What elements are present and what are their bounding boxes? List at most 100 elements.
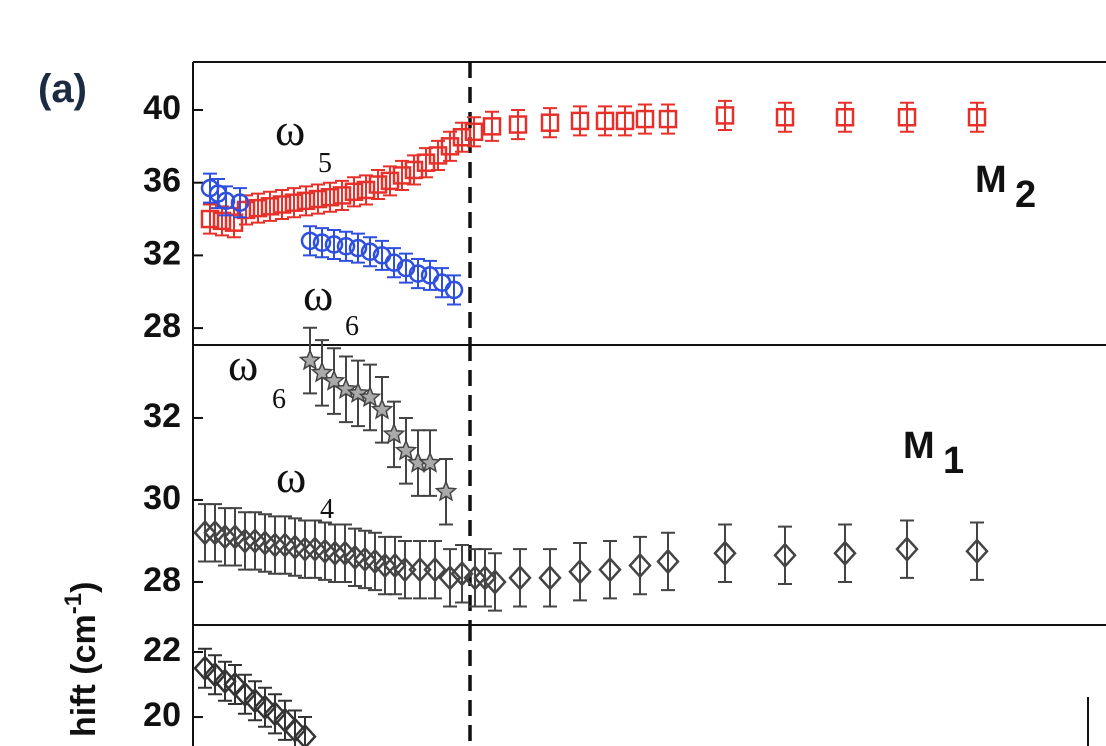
marker [213,524,237,550]
error-bar [278,699,292,741]
error-bar [248,511,262,571]
annotation: M [903,425,935,467]
marker [348,238,368,258]
error-bar [351,232,365,264]
error-bar [298,716,312,746]
marker [368,175,388,194]
error-bar [258,686,272,728]
marker [253,694,277,721]
error-bar [248,680,262,722]
y-tick-label: 30 [143,479,181,517]
y-tick-label: 28 [143,307,181,345]
annotation-sub: 4 [320,494,334,525]
error-bar [443,548,457,608]
marker [408,264,428,283]
error-bar [638,103,652,135]
error-bar [218,660,232,702]
error-bar [485,110,499,142]
error-bar [347,176,361,208]
marker [775,108,795,127]
error-bar [203,203,217,235]
marker [482,117,502,136]
marker [293,723,317,746]
marker [452,127,472,147]
error-bar [435,267,449,299]
marker [322,369,346,391]
annotation-sub: 6 [345,311,359,342]
marker [658,109,678,129]
marker [216,191,236,211]
marker [283,717,307,743]
marker [373,552,397,579]
marker [615,111,635,131]
marker [243,687,267,714]
y-tick-label: 32 [143,397,181,435]
marker [895,536,919,563]
error-bar [488,552,502,612]
y-axis-label: hift (cm-1) [60,582,103,737]
error-bar [513,548,527,608]
error-bar [428,539,442,600]
error-bar [718,99,732,131]
annotation: M [975,159,1007,201]
error-bar [278,515,292,575]
marker [248,198,268,218]
marker [324,235,344,254]
error-bar [358,529,372,590]
marker [464,122,484,142]
marker [434,479,458,502]
error-bar [661,103,675,135]
marker [358,385,382,408]
error-bar [603,539,617,600]
marker [312,233,332,252]
marker [635,109,655,129]
marker [298,348,322,371]
error-bar [573,105,587,137]
annotation-sub: 5 [318,148,332,179]
y-tick-label: 36 [143,162,181,200]
y-label-close: ) [65,582,103,593]
error-bar [423,259,437,291]
marker [300,231,320,251]
error-bar [318,521,332,581]
marker [193,655,217,682]
marker [967,108,987,127]
marker [233,528,257,554]
error-bar [543,548,557,608]
error-bar [398,539,412,600]
error-bar [311,183,325,215]
error-bar [308,519,322,579]
marker [438,564,462,591]
error-bar [238,673,252,715]
error-bar [228,507,242,567]
y-tick-label: 40 [143,89,181,127]
marker [713,540,737,567]
y-label-text: hift (cm [65,614,103,737]
marker [370,397,394,420]
annotation-sub: 6 [272,384,286,415]
marker [272,195,292,214]
error-bar [661,531,675,592]
marker [296,191,316,211]
error-bar [387,247,401,279]
error-bar [303,225,317,257]
error-bar [208,503,222,563]
error-bar [208,654,222,696]
marker [598,556,622,583]
error-bar [228,664,242,706]
y-tick-label: 20 [143,696,181,734]
error-bar [900,101,914,133]
error-bar [327,228,341,261]
error-bar [363,236,377,268]
marker [463,564,487,591]
marker [263,532,287,558]
marker [293,536,317,563]
error-bar [299,185,313,217]
error-bar [573,542,587,602]
marker [897,108,917,127]
annotation: ω [228,339,258,390]
error-bar [219,185,233,217]
error-bar [618,105,632,137]
error-bar [368,531,382,592]
